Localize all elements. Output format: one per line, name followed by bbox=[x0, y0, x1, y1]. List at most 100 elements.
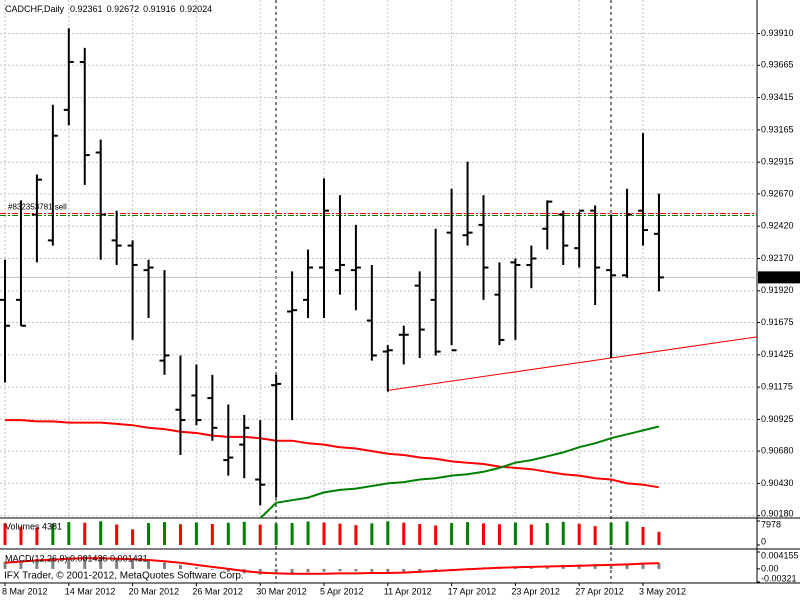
macd-bar bbox=[19, 560, 23, 569]
volume-bar bbox=[83, 522, 87, 545]
volume-bar bbox=[290, 523, 294, 545]
macd-bar bbox=[338, 568, 342, 572]
x-tick-label: 23 Apr 2012 bbox=[511, 586, 560, 596]
volume-bar bbox=[67, 522, 71, 545]
volume-bar bbox=[497, 524, 501, 545]
macd-bar bbox=[418, 568, 422, 572]
macd-bar bbox=[51, 557, 55, 569]
volume-title: Volumes 4381 bbox=[5, 521, 62, 531]
y-tick-label: 0.90180 bbox=[761, 508, 794, 518]
volume-bar bbox=[434, 525, 438, 545]
y-tick-label: 0.91920 bbox=[761, 285, 794, 295]
volume-bar bbox=[513, 522, 517, 545]
y-tick-label: 0.92670 bbox=[761, 188, 794, 198]
x-tick-label: 14 Mar 2012 bbox=[65, 586, 116, 596]
volume-bar bbox=[3, 523, 7, 545]
volume-bar bbox=[115, 524, 119, 545]
macd-bar bbox=[83, 556, 87, 569]
volume-bar bbox=[593, 526, 597, 545]
volume-bar bbox=[657, 531, 661, 545]
price-marker-label: 0.92024 bbox=[761, 272, 794, 282]
volume-bar bbox=[402, 522, 406, 545]
x-tick-label: 11 Apr 2012 bbox=[384, 586, 432, 596]
trendline bbox=[387, 336, 758, 391]
volume-bar bbox=[226, 522, 230, 545]
header-open: 0.92361 bbox=[70, 4, 103, 14]
y-tick-label: 0.92420 bbox=[761, 221, 794, 231]
volume-bar bbox=[99, 521, 103, 545]
volume-bar bbox=[306, 521, 310, 545]
indicator-line bbox=[259, 425, 660, 520]
macd-bar bbox=[434, 568, 438, 571]
volume-bar bbox=[19, 526, 23, 545]
volume-bar bbox=[641, 526, 645, 545]
macd-bar bbox=[593, 564, 597, 569]
x-tick-label: 5 Apr 2012 bbox=[320, 586, 364, 596]
macd-bar bbox=[99, 556, 103, 569]
volume-bar bbox=[147, 523, 151, 545]
volume-bar bbox=[338, 523, 342, 545]
y-tick-label: 0 bbox=[761, 536, 766, 546]
x-tick-label: 30 Mar 2012 bbox=[256, 586, 307, 596]
macd-bar bbox=[115, 557, 119, 569]
macd-bar bbox=[641, 563, 645, 569]
y-tick-label: 0.93165 bbox=[761, 124, 794, 134]
indicator-line bbox=[5, 419, 660, 489]
x-tick-label: 3 May 2012 bbox=[639, 586, 686, 596]
volume-bar bbox=[131, 529, 135, 545]
volume-bar bbox=[609, 522, 613, 545]
header-low: 0.91916 bbox=[143, 4, 176, 14]
volume-bar bbox=[545, 523, 549, 545]
x-tick-label: 8 Mar 2012 bbox=[2, 586, 48, 596]
y-tick-label: 0.004155 bbox=[761, 550, 799, 560]
y-tick-label: 0.93910 bbox=[761, 28, 794, 38]
y-tick-label: 7978 bbox=[761, 519, 781, 529]
y-tick-label: 0.93415 bbox=[761, 92, 794, 102]
x-tick-label: 27 Apr 2012 bbox=[575, 586, 624, 596]
macd-bar bbox=[35, 559, 39, 569]
macd-bar bbox=[163, 562, 166, 569]
y-tick-label: 0.92170 bbox=[761, 253, 794, 263]
y-tick-label: 0.91175 bbox=[761, 381, 793, 391]
header-close: 0.92024 bbox=[180, 4, 213, 14]
volume-bar bbox=[529, 524, 533, 545]
macd-bar bbox=[3, 561, 7, 569]
macd-bar bbox=[386, 568, 390, 573]
volume-bar bbox=[577, 523, 581, 545]
volume-bar bbox=[274, 523, 278, 545]
volume-bar bbox=[466, 522, 470, 545]
volume-bar bbox=[210, 523, 214, 545]
watermark: IFX Trader, © 2001-2012, MetaQuotes Soft… bbox=[4, 571, 244, 582]
macd-bar bbox=[290, 568, 294, 574]
volume-bar bbox=[370, 523, 374, 545]
y-tick-label: 0.90925 bbox=[761, 414, 794, 424]
macd-bar bbox=[625, 563, 629, 569]
y-tick-label: 0.91425 bbox=[761, 349, 794, 359]
volume-bar bbox=[450, 523, 454, 545]
x-tick-label: 17 Apr 2012 bbox=[448, 586, 497, 596]
macd-bar bbox=[402, 568, 406, 573]
price-marker bbox=[758, 271, 800, 284]
y-tick-label: 0.91675 bbox=[761, 317, 794, 327]
macd-bar bbox=[194, 567, 198, 569]
macd-bar bbox=[210, 568, 214, 570]
signal-line bbox=[4, 557, 659, 575]
y-tick-label: 0.93665 bbox=[761, 60, 794, 70]
y-tick-label: -0.00321 bbox=[761, 573, 797, 583]
macd-bar bbox=[657, 563, 661, 569]
header-high: 0.92672 bbox=[107, 4, 140, 14]
y-tick-label: 0.90430 bbox=[761, 478, 794, 488]
macd-bar bbox=[370, 568, 374, 572]
x-tick-label: 26 Mar 2012 bbox=[192, 586, 243, 596]
y-tick-label: 0.90680 bbox=[761, 445, 794, 455]
volume-bar bbox=[35, 527, 39, 545]
volume-bar bbox=[354, 525, 358, 545]
x-tick-label: 20 Mar 2012 bbox=[129, 586, 180, 596]
volume-bar bbox=[386, 521, 390, 545]
volume-bar bbox=[418, 523, 422, 545]
volume-bar bbox=[482, 523, 485, 545]
y-tick-label: 0.92915 bbox=[761, 157, 794, 167]
volume-bar bbox=[51, 523, 55, 545]
